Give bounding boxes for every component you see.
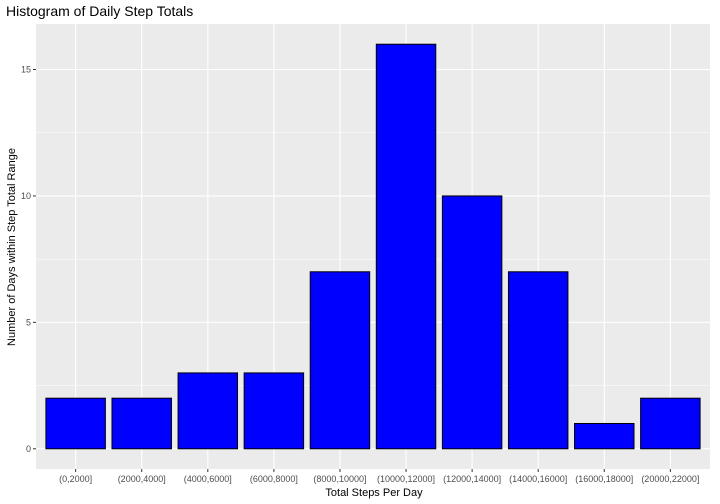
x-tick-label: (14000,16000] [509,474,567,484]
x-tick-label: (4000,6000] [184,474,232,484]
y-tick-label: 5 [26,317,31,327]
x-tick-label: (16000,18000] [575,474,633,484]
minor-gridlines [36,132,710,386]
plot-panel [36,24,710,469]
x-tick-label: (12000,14000] [443,474,501,484]
major-gridlines [36,24,710,469]
bar [507,271,569,450]
bar [375,43,437,450]
x-tick-label: (6000,8000] [250,474,298,484]
bar [574,422,635,450]
x-tick-label: (10000,12000] [377,474,435,484]
y-axis-title: Number of Days within Step Total Range [6,148,18,346]
bar [309,271,371,450]
chart-title: Histogram of Daily Step Totals [6,3,193,19]
bar [441,195,503,450]
bars-layer [45,43,701,450]
y-tick-label: 0 [26,444,31,454]
bar [640,397,701,450]
x-tick-label: (0,2000] [59,474,92,484]
y-tick-label: 15 [21,65,31,75]
y-tick-label: 10 [21,191,31,201]
x-tick-label: (8000,10000] [313,474,366,484]
bar [177,372,239,450]
x-tick-label: (2000,4000] [118,474,166,484]
x-axis-title: Total Steps Per Day [325,487,423,499]
bar [45,397,106,450]
y-axis: 0 5 10 15 [21,65,36,454]
x-axis: (0,2000] (2000,4000] (4000,6000] (6000,8000… [59,469,699,484]
bar [111,397,172,450]
x-tick-label: (20000,22000] [641,474,699,484]
bar [243,372,305,450]
